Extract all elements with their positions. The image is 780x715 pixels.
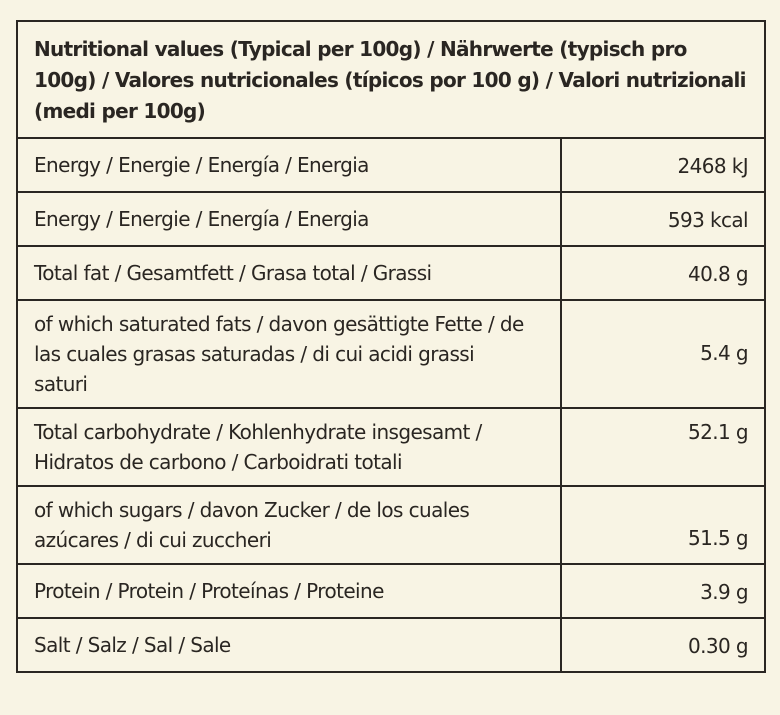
row-label: of which saturated fats / davon gesättig… bbox=[16, 299, 562, 409]
row-label: Energy / Energie / Energía / Energia bbox=[16, 137, 562, 193]
row-value: 0.30 g bbox=[560, 617, 766, 673]
row-value: 2468 kJ bbox=[560, 137, 766, 193]
row-value: 593 kcal bbox=[560, 191, 766, 247]
row-label: of which sugars / davon Zucker / de los … bbox=[16, 485, 562, 565]
row-label: Energy / Energie / Energía / Energia bbox=[16, 191, 562, 247]
table-row: Total fat / Gesamtfett / Grasa total / G… bbox=[16, 245, 766, 301]
row-label: Total carbohydrate / Kohlenhydrate insge… bbox=[16, 407, 562, 487]
row-value: 3.9 g bbox=[560, 563, 766, 619]
table-header-row: Nutritional values (Typical per 100g) / … bbox=[16, 20, 766, 139]
table-row: of which sugars / davon Zucker / de los … bbox=[16, 485, 766, 565]
row-value: 5.4 g bbox=[560, 299, 766, 409]
table-row: Energy / Energie / Energía / Energia 2468… bbox=[16, 137, 766, 193]
table-title: Nutritional values (Typical per 100g) / … bbox=[16, 20, 766, 139]
row-value: 51.5 g bbox=[560, 485, 766, 565]
row-value: 40.8 g bbox=[560, 245, 766, 301]
row-label: Salt / Salz / Sal / Sale bbox=[16, 617, 562, 673]
nutrition-table: Nutritional values (Typical per 100g) / … bbox=[16, 20, 766, 673]
table-row: Energy / Energie / Energía / Energia 593 … bbox=[16, 191, 766, 247]
row-label: Protein / Protein / Proteínas / Proteine bbox=[16, 563, 562, 619]
table-row: Salt / Salz / Sal / Sale 0.30 g bbox=[16, 617, 766, 673]
table-row: Protein / Protein / Proteínas / Proteine… bbox=[16, 563, 766, 619]
row-value: 52.1 g bbox=[560, 407, 766, 487]
table-row: of which saturated fats / davon gesättig… bbox=[16, 299, 766, 409]
row-label: Total fat / Gesamtfett / Grasa total / G… bbox=[16, 245, 562, 301]
table-row: Total carbohydrate / Kohlenhydrate insge… bbox=[16, 407, 766, 487]
